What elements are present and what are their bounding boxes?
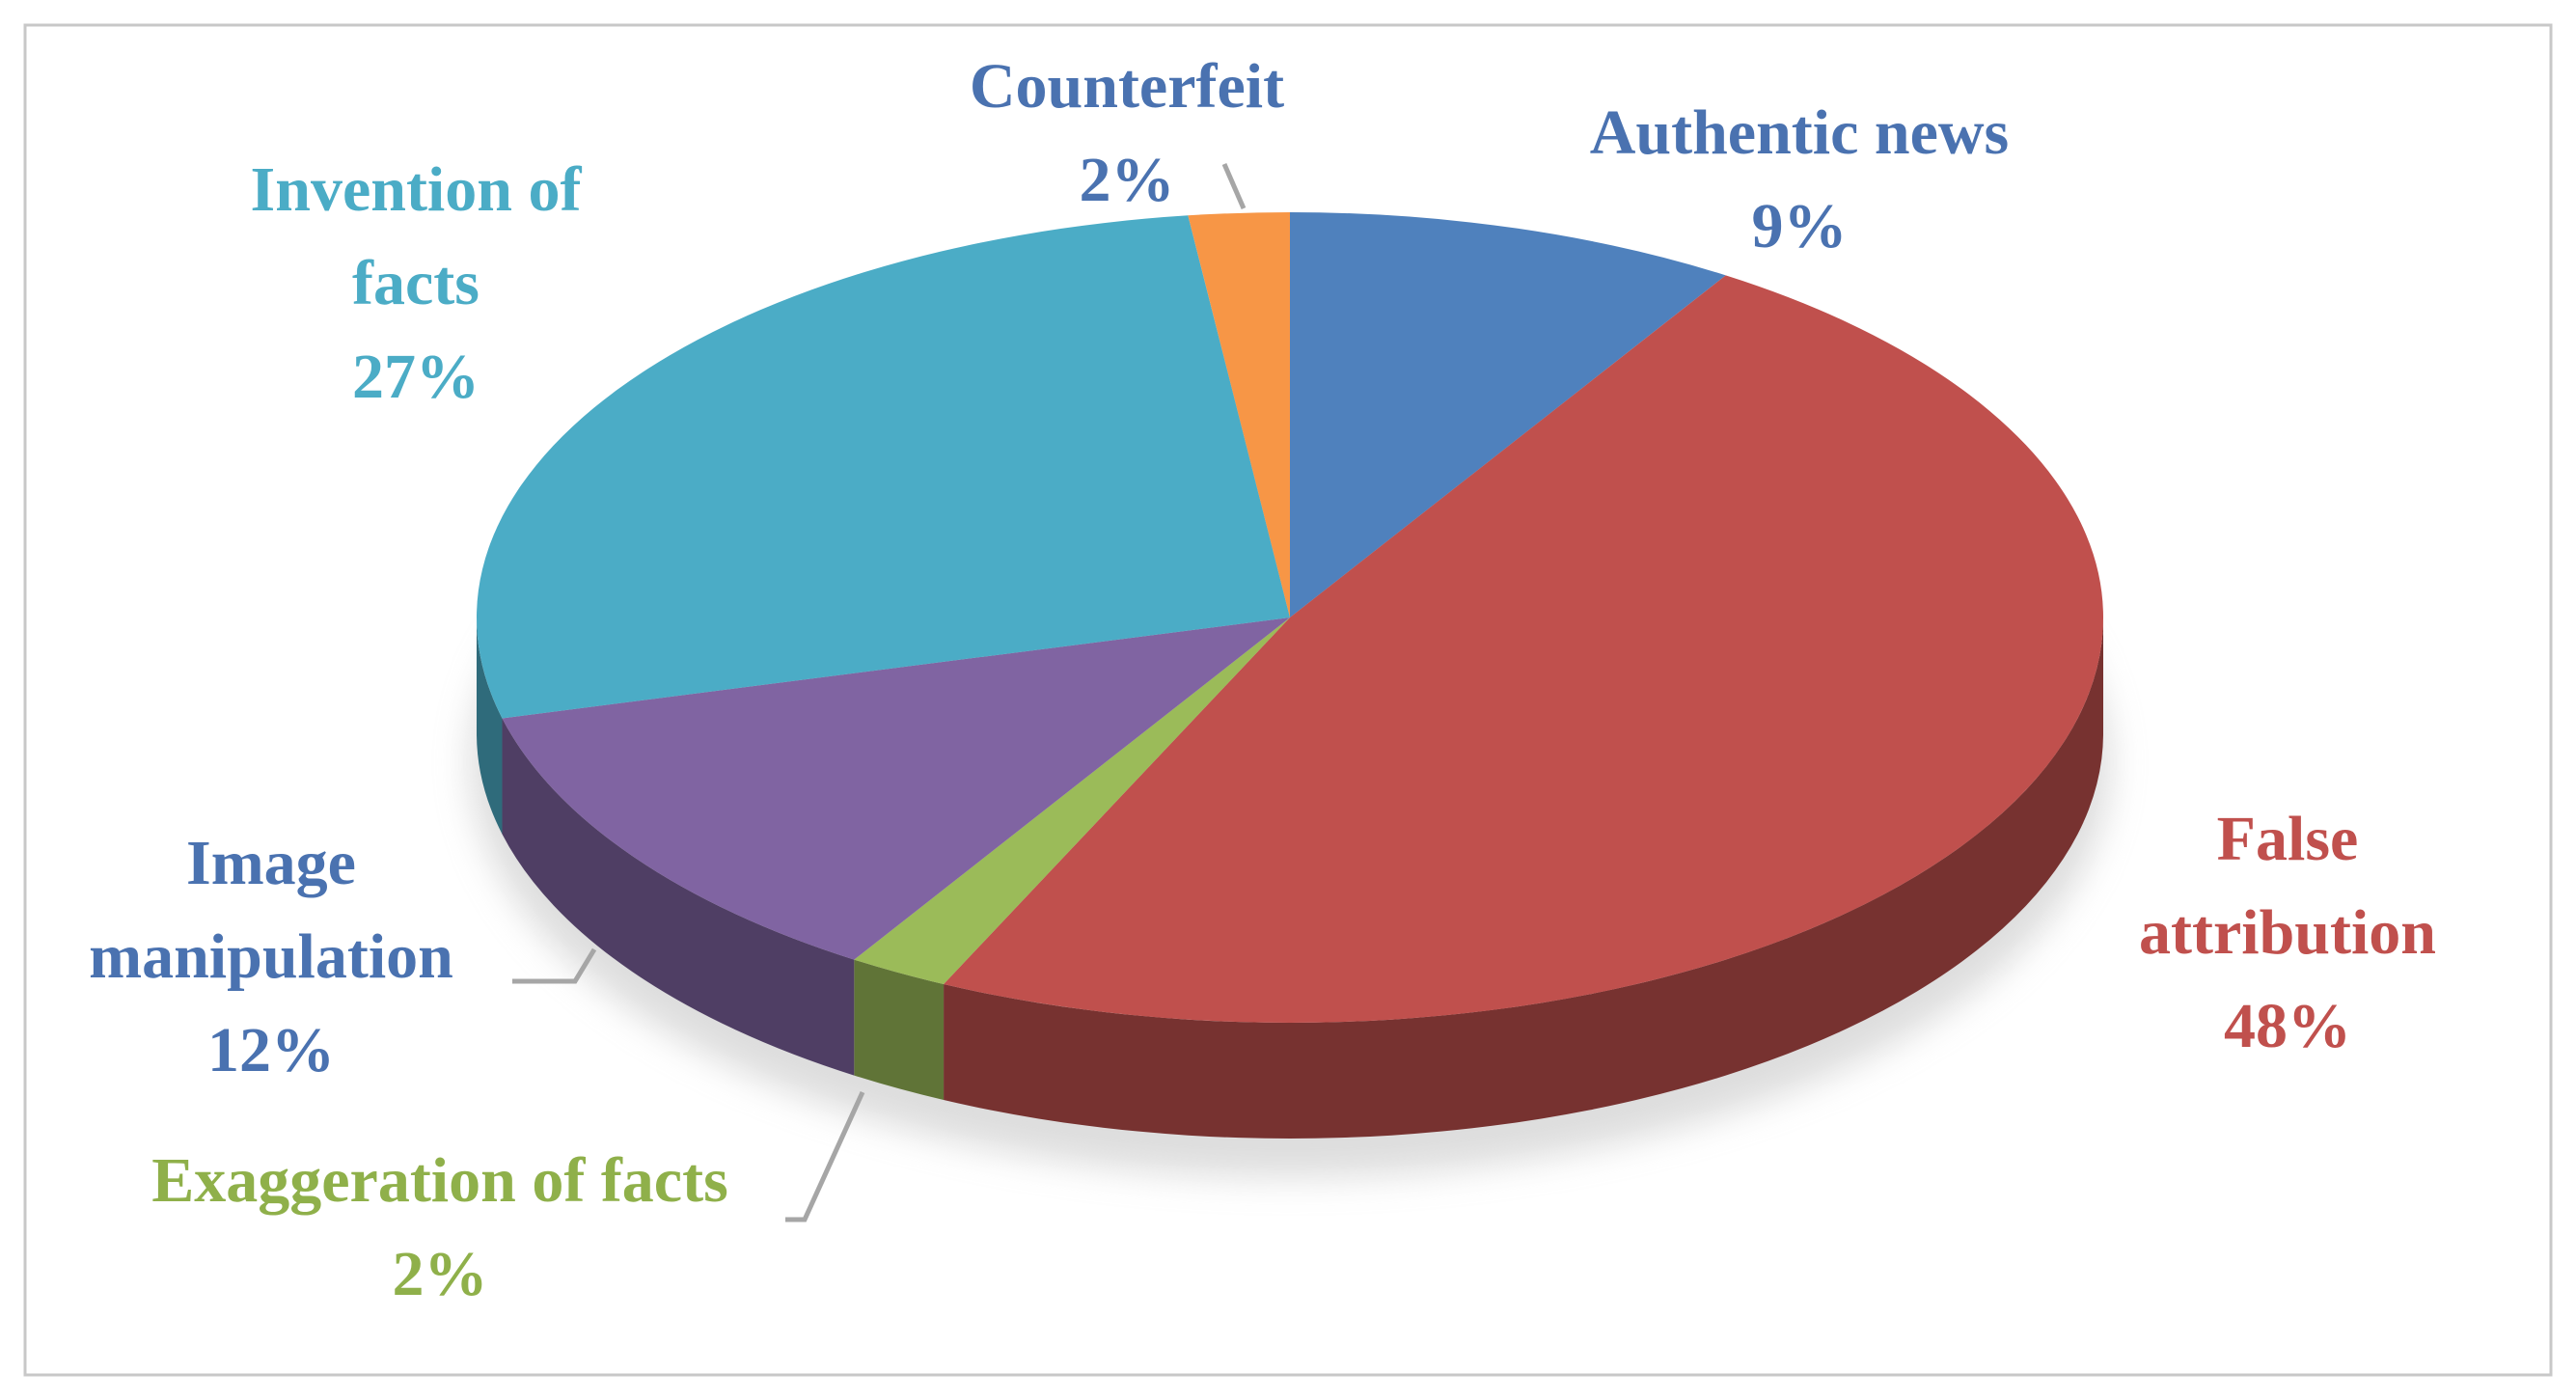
- slice-side: [854, 959, 945, 1101]
- category-label: Exaggeration of facts: [151, 1145, 728, 1216]
- leader-line: [1221, 163, 1247, 209]
- value-label: 2%: [392, 1239, 488, 1309]
- value-label: 2%: [1079, 145, 1175, 215]
- leader-line: [785, 1090, 865, 1222]
- pie-slice: [476, 215, 1290, 719]
- value-label: 48%: [2224, 991, 2351, 1061]
- leader-line: [512, 947, 597, 984]
- value-label: 9%: [1751, 191, 1848, 261]
- category-label: Image manipulation: [89, 828, 453, 992]
- data-label: Image manipulation 12%: [59, 816, 483, 1097]
- pie-tops: [476, 212, 2104, 1024]
- pie-slice: [944, 275, 2104, 1024]
- category-label: Authentic news: [1589, 97, 2010, 168]
- slice-side: [944, 618, 2103, 1139]
- pie-slice: [854, 618, 1290, 985]
- data-label: Counterfeit 2%: [789, 40, 1465, 227]
- pie-slice: [1290, 212, 1726, 618]
- pie-slice: [502, 618, 1290, 960]
- data-label: False attribution 48%: [2085, 792, 2490, 1073]
- slice-side: [477, 618, 503, 835]
- data-label: Invention of facts 27%: [189, 143, 643, 424]
- pie-slice: [1188, 212, 1290, 618]
- data-label: Exaggeration of facts 2%: [0, 1134, 922, 1321]
- value-label: 12%: [207, 1015, 335, 1085]
- data-label: Authentic news 9%: [1365, 86, 2233, 273]
- category-label: False attribution: [2138, 804, 2437, 968]
- slice-side: [502, 718, 855, 1076]
- value-label: 27%: [352, 342, 480, 412]
- category-label: Counterfeit: [969, 51, 1285, 122]
- category-label: Invention of facts: [250, 154, 582, 318]
- leader-lines: [512, 163, 1247, 1222]
- pie-sides: [477, 618, 2103, 1139]
